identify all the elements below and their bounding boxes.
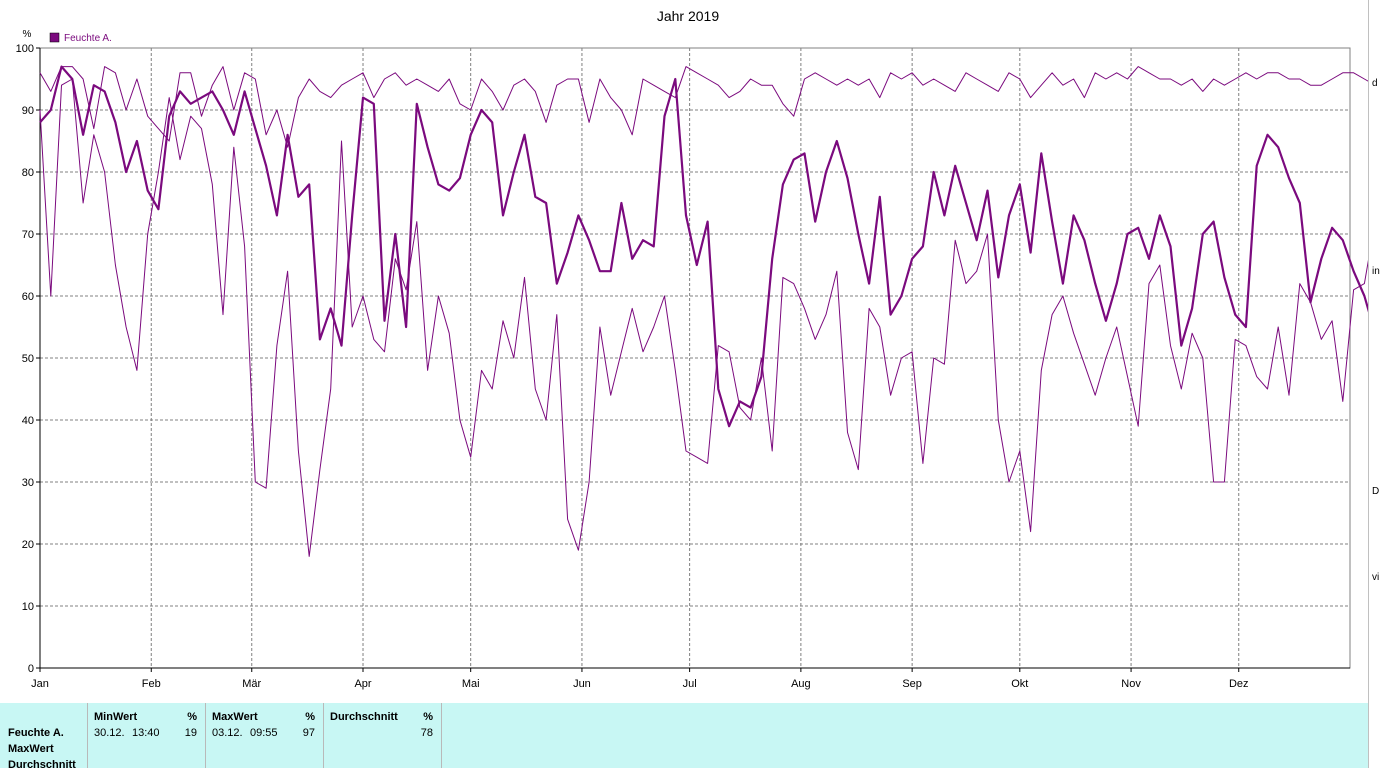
legend-swatch bbox=[49, 32, 60, 43]
y-tick-label: 90 bbox=[22, 105, 34, 117]
x-tick-label: Dez bbox=[1229, 678, 1249, 690]
gridlines bbox=[40, 48, 1350, 668]
x-tick-label: Apr bbox=[354, 678, 371, 690]
y-tick-label: 50 bbox=[22, 353, 34, 365]
row-label-max: MaxWert bbox=[8, 743, 54, 755]
series-line-mean bbox=[39, 65, 1381, 428]
x-tick-label: Mär bbox=[242, 678, 261, 690]
humidity-chart: Jahr 2019 % Feuchte A. 0 10 20 30 40 50 60 70 80… bbox=[16, 8, 1381, 690]
min-header: MinWert bbox=[94, 711, 138, 723]
row-label-average: Durchschnitt bbox=[8, 759, 76, 768]
x-tick-label: Okt bbox=[1011, 678, 1028, 690]
y-tick-label: 20 bbox=[22, 539, 34, 551]
x-tick-label: Jun bbox=[573, 678, 591, 690]
legend-label: Feuchte A. bbox=[64, 33, 112, 44]
edge-text-1: d bbox=[1372, 78, 1378, 89]
axes: 0 10 20 30 40 50 60 70 80 90 100 Jan Feb Mär Apr Mai Jun… bbox=[16, 43, 1350, 690]
y-tick-label: 100 bbox=[16, 43, 34, 55]
series-layer bbox=[39, 65, 1381, 557]
y-tick-label: 40 bbox=[22, 415, 34, 427]
max-unit: % bbox=[305, 711, 315, 723]
background-window-edge: d in D vi bbox=[1368, 0, 1381, 768]
max-time: 09:55 bbox=[250, 727, 278, 739]
stats-row-labels: Feuchte A. MaxWert Durchschnitt bbox=[0, 703, 88, 768]
min-time: 13:40 bbox=[132, 727, 160, 739]
y-tick-label: 80 bbox=[22, 167, 34, 179]
chart-title: Jahr 2019 bbox=[657, 8, 719, 24]
x-tick-label: Feb bbox=[142, 678, 161, 690]
legend: Feuchte A. bbox=[49, 32, 112, 44]
x-tick-label: Nov bbox=[1121, 678, 1141, 690]
min-value: 19 bbox=[184, 727, 197, 739]
min-unit: % bbox=[187, 711, 197, 723]
x-tick-label: Sep bbox=[902, 678, 922, 690]
series-line-max bbox=[39, 66, 1381, 148]
average-unit: % bbox=[423, 711, 433, 723]
average-column: Durchschnitt % 78 bbox=[324, 703, 442, 768]
max-column: MaxWert % 03.12. 09:55 97 bbox=[206, 703, 324, 768]
y-tick-label: 60 bbox=[22, 291, 34, 303]
edge-text-3: D bbox=[1372, 486, 1380, 497]
edge-text-2: in bbox=[1372, 266, 1380, 277]
average-header: Durchschnitt bbox=[330, 711, 398, 723]
row-label-sensor: Feuchte A. bbox=[8, 727, 64, 739]
average-value: 78 bbox=[420, 727, 433, 739]
x-tick-label: Jan bbox=[31, 678, 49, 690]
max-header: MaxWert bbox=[212, 711, 258, 723]
series-line-min bbox=[39, 78, 1381, 557]
y-tick-label: 0 bbox=[28, 663, 34, 675]
y-tick-label: 10 bbox=[22, 601, 34, 613]
max-date: 03.12. bbox=[212, 727, 243, 739]
edge-text-4: vi bbox=[1372, 572, 1380, 583]
y-unit-label: % bbox=[23, 29, 32, 40]
min-column: MinWert % 30.12. 13:40 19 bbox=[88, 703, 206, 768]
x-tick-label: Jul bbox=[683, 678, 697, 690]
statistics-panel: Feuchte A. MaxWert Durchschnitt MinWert … bbox=[0, 703, 1368, 768]
y-tick-label: 70 bbox=[22, 229, 34, 241]
max-value: 97 bbox=[302, 727, 315, 739]
y-tick-label: 30 bbox=[22, 477, 34, 489]
min-date: 30.12. bbox=[94, 727, 125, 739]
x-tick-label: Mai bbox=[462, 678, 480, 690]
x-tick-label: Aug bbox=[791, 678, 811, 690]
